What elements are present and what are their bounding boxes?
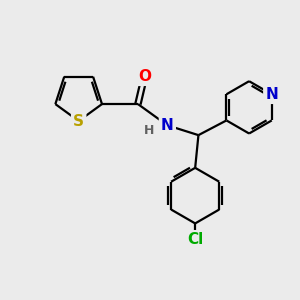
Text: H: H — [144, 124, 154, 137]
Text: O: O — [138, 69, 151, 84]
Text: S: S — [73, 113, 84, 128]
Text: Cl: Cl — [187, 232, 203, 247]
Text: N: N — [161, 118, 174, 133]
Text: N: N — [266, 87, 278, 102]
